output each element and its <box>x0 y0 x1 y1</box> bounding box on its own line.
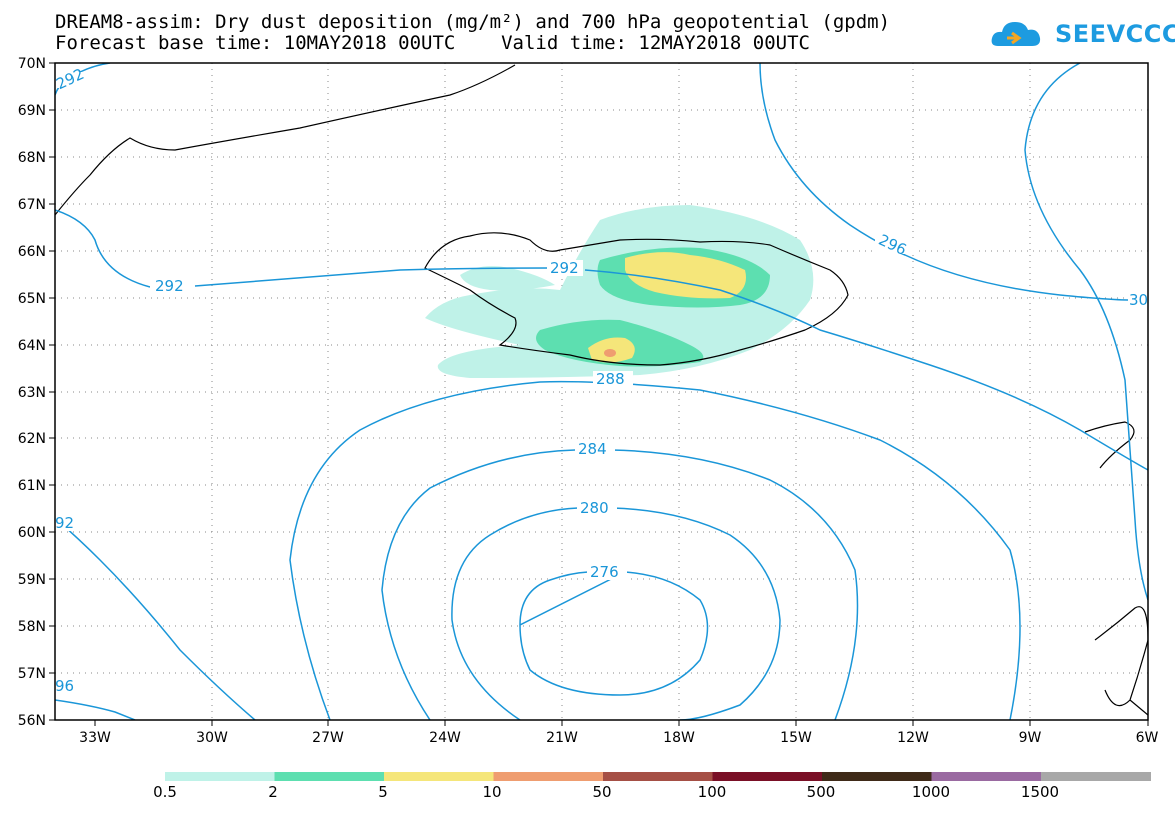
lat-label: 70N <box>18 56 46 72</box>
legend-label: 10 <box>482 783 502 801</box>
contour-label-276: 276 <box>590 563 619 581</box>
legend-label: 2 <box>268 783 278 801</box>
dust-deposition-shading <box>425 205 814 378</box>
contour-label-280: 280 <box>580 499 609 517</box>
legend-swatch <box>274 772 385 781</box>
legend-colorbar <box>165 772 1151 781</box>
lon-label: 12W <box>897 730 929 746</box>
lat-label: 64N <box>18 338 46 354</box>
legend-swatch <box>165 772 275 781</box>
lat-label: 56N <box>18 713 46 729</box>
legend-swatch <box>384 772 494 781</box>
legend-label: 1500 <box>1020 783 1060 801</box>
legend-label: 0.5 <box>153 783 177 801</box>
lon-label: 27W <box>312 730 344 746</box>
grid-lines <box>55 63 1148 720</box>
lon-label: 9W <box>1019 730 1042 746</box>
lat-label: 61N <box>18 478 46 494</box>
lon-label: 24W <box>429 730 461 746</box>
legend-label: 500 <box>806 783 836 801</box>
cloud-logo-icon <box>991 22 1041 46</box>
legend-label: 1000 <box>911 783 951 801</box>
contour-label-284: 284 <box>578 440 607 458</box>
legend-label: 100 <box>697 783 727 801</box>
legend-swatch <box>712 772 823 781</box>
lon-label: 18W <box>663 730 695 746</box>
lat-label: 67N <box>18 197 46 213</box>
lon-label: 6W <box>1136 730 1159 746</box>
lat-label: 57N <box>18 666 46 682</box>
lat-label: 69N <box>18 103 46 119</box>
lat-label: 58N <box>18 619 46 635</box>
lat-label: 68N <box>18 150 46 166</box>
coastlines <box>55 64 1148 716</box>
legend-swatch <box>493 772 604 781</box>
forecast-times: Forecast base time: 10MAY2018 00UTC Vali… <box>55 32 810 54</box>
contour-label-96: 96 <box>55 677 74 695</box>
legend-label: 5 <box>378 783 388 801</box>
lon-label: 30W <box>196 730 228 746</box>
contour-label-292-iceland: 292 <box>550 259 579 277</box>
lat-label: 63N <box>18 385 46 401</box>
lon-label: 33W <box>79 730 111 746</box>
lat-label: 65N <box>18 291 46 307</box>
lat-label: 60N <box>18 525 46 541</box>
contour-label-30: 30 <box>1129 291 1148 309</box>
contour-label-288: 288 <box>596 370 625 388</box>
legend-swatch <box>1041 772 1151 781</box>
contour-label-292: 292 <box>155 277 184 295</box>
lat-label: 59N <box>18 572 46 588</box>
legend-label: 50 <box>592 783 612 801</box>
contour-label-292-top: 292 <box>53 65 87 93</box>
map-title: DREAM8-assim: Dry dust deposition (mg/m²… <box>55 11 891 33</box>
legend-swatch <box>931 772 1042 781</box>
contour-label-92: 92 <box>55 514 74 532</box>
legend-swatch <box>603 772 713 781</box>
logo-text: SEEVCCC <box>1055 20 1175 48</box>
lat-label: 62N <box>18 431 46 447</box>
lon-label: 15W <box>780 730 812 746</box>
legend-swatch <box>822 772 932 781</box>
lon-label: 21W <box>546 730 578 746</box>
lat-label: 66N <box>18 244 46 260</box>
